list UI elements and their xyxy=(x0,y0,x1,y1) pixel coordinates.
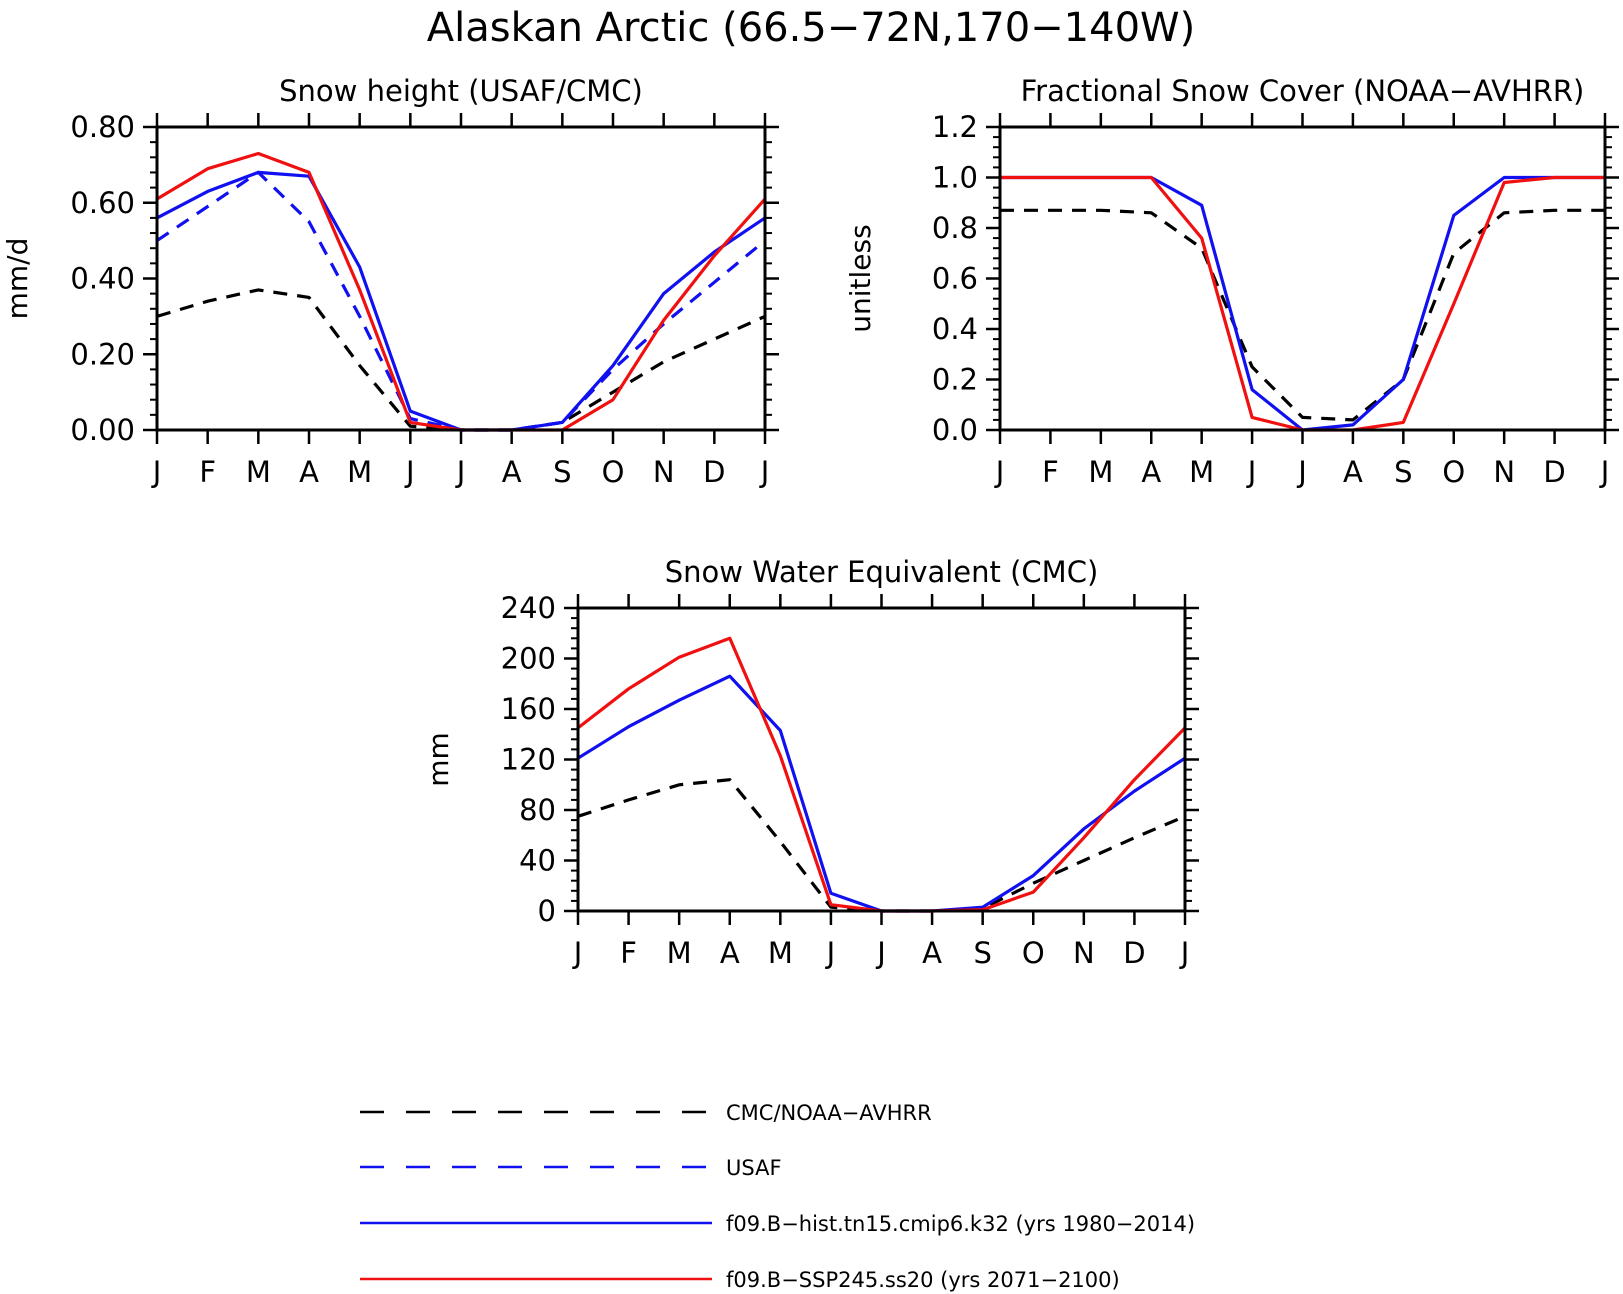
x-tick-label: S xyxy=(553,455,571,489)
x-tick-label: A xyxy=(1343,455,1363,489)
y-tick-label: 200 xyxy=(501,642,556,676)
plot-frame xyxy=(576,606,1187,913)
y-tick-label: 120 xyxy=(501,743,556,777)
x-tick-label: A xyxy=(502,455,522,489)
chart-fractional-snow-cover: Fractional Snow Cover (NOAA−AVHRR) unitle… xyxy=(844,74,1619,489)
series-line-f09-b-ssp245-ss20-yrs-2071-2100 xyxy=(156,151,767,432)
legend-label: USAF xyxy=(726,1156,782,1180)
y-tick-label: 0.8 xyxy=(932,211,978,245)
x-tick-label: J xyxy=(994,455,1005,489)
legend-label: f09.B−SSP245.ss20 (yrs 2071−2100) xyxy=(726,1268,1120,1292)
x-tick-label: J xyxy=(404,455,415,489)
x-tick-label: D xyxy=(1123,936,1145,970)
figure-title: Alaskan Arctic (66.5−72N,170−140W) xyxy=(427,5,1195,51)
x-tick-label: A xyxy=(720,936,740,970)
series-line-f09-b-hist-tn15-cmip6-k32-yrs-1980-2014 xyxy=(577,674,1186,913)
y-tick-label: 0.00 xyxy=(70,413,135,447)
x-tick-label: M xyxy=(347,455,372,489)
legend: CMC/NOAA−AVHRR USAF f09.B−hist.tn15.cmip6.… xyxy=(360,1101,1195,1292)
x-tick-label: O xyxy=(602,455,625,489)
x-tick-label: J xyxy=(1296,455,1307,489)
x-tick-label: M xyxy=(1189,455,1214,489)
y-tick-label: 0.60 xyxy=(70,186,135,220)
y-tick-label: 240 xyxy=(501,591,556,625)
y-tick-label: 0.80 xyxy=(70,110,135,144)
y-tick-label: 1.2 xyxy=(932,110,978,144)
x-tick-label: J xyxy=(825,936,836,970)
y-axis-label: mm/d xyxy=(1,238,34,320)
x-tick-label: D xyxy=(1543,455,1565,489)
x-tick-label: J xyxy=(1179,936,1190,970)
y-tick-label: 0.0 xyxy=(932,413,978,447)
x-tick-label: A xyxy=(1141,455,1161,489)
series-line-cmc-noaa-avhrr xyxy=(1000,208,1605,422)
y-tick-label: 0.2 xyxy=(932,363,978,397)
y-tick-label: 80 xyxy=(519,793,556,827)
y-axis-label: unitless xyxy=(844,224,877,332)
x-tick-label: N xyxy=(1493,455,1515,489)
x-tick-label: J xyxy=(875,936,886,970)
series-line-usaf xyxy=(156,170,767,432)
y-tick-label: 0 xyxy=(538,894,556,928)
y-tick-label: 0.20 xyxy=(70,337,135,371)
y-tick-label: 0.40 xyxy=(70,262,135,296)
y-tick-label: 0.6 xyxy=(932,262,978,296)
x-tick-label: F xyxy=(199,455,216,489)
x-tick-label: A xyxy=(922,936,942,970)
y-tick-label: 1.0 xyxy=(932,161,978,195)
x-tick-label: J xyxy=(1599,455,1610,489)
x-tick-label: N xyxy=(653,455,675,489)
x-tick-label: J xyxy=(759,455,770,489)
plot-frame xyxy=(998,125,1607,432)
y-tick-label: 40 xyxy=(519,844,556,878)
chart-snow-water-equivalent: Snow Water Equivalent (CMC)mmJ F M A M J J A S O N… xyxy=(422,555,1199,970)
x-tick-label: A xyxy=(299,455,319,489)
x-tick-label: N xyxy=(1073,936,1095,970)
x-tick-label: O xyxy=(1022,936,1045,970)
x-tick-label: S xyxy=(1394,455,1412,489)
x-tick-label: F xyxy=(1042,455,1059,489)
legend-label: f09.B−hist.tn15.cmip6.k32 (yrs 1980−2014… xyxy=(726,1212,1195,1236)
x-tick-label: M xyxy=(246,455,271,489)
x-tick-label: J xyxy=(151,455,162,489)
x-tick-label: M xyxy=(1088,455,1113,489)
x-tick-label: D xyxy=(703,455,725,489)
y-tick-label: 0.4 xyxy=(932,312,978,346)
series-line-f09-b-hist-tn15-cmip6-k32-yrs-1980-2014 xyxy=(156,170,766,432)
x-tick-label: O xyxy=(1442,455,1465,489)
legend-label: CMC/NOAA−AVHRR xyxy=(726,1101,932,1125)
y-tick-label: 160 xyxy=(501,692,556,726)
series-line-f09-b-hist-tn15-cmip6-k32-yrs-1980-2014 xyxy=(1000,175,1605,432)
x-tick-label: M xyxy=(667,936,692,970)
x-tick-label: J xyxy=(1246,455,1257,489)
chart-snow-height: Snow height (USAF/CMC)mm/dJ F M A M J J A S O N D J0… xyxy=(1,74,779,489)
panel-title: Fractional Snow Cover (NOAA−AVHRR) xyxy=(1021,74,1585,108)
panel-title: Snow Water Equivalent (CMC) xyxy=(665,555,1099,589)
x-tick-label: J xyxy=(455,455,466,489)
x-tick-label: F xyxy=(620,936,637,970)
plot-frame xyxy=(155,125,767,432)
series-line-cmc-noaa-avhrr xyxy=(156,288,766,432)
x-tick-label: J xyxy=(572,936,583,970)
x-tick-label: S xyxy=(973,936,991,970)
panel-title: Snow height (USAF/CMC) xyxy=(279,74,643,108)
y-axis-label: mm xyxy=(422,732,455,787)
series-line-cmc-noaa-avhrr xyxy=(577,778,1186,913)
x-tick-label: M xyxy=(768,936,793,970)
series-line-f09-b-ssp245-ss20-yrs-2071-2100 xyxy=(1000,175,1605,432)
series-line-f09-b-ssp245-ss20-yrs-2071-2100 xyxy=(577,636,1187,913)
